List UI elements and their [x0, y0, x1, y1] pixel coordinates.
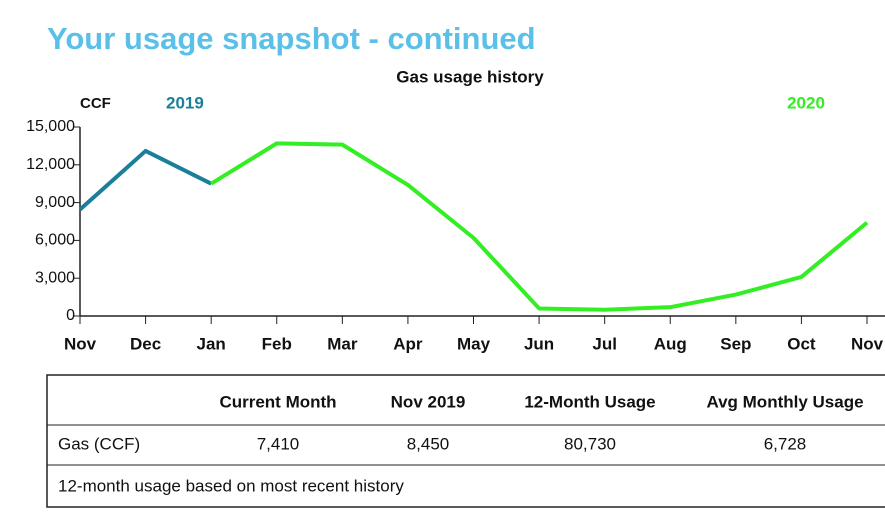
table-header: Current Month [219, 392, 336, 411]
x-tick-label: Dec [130, 334, 161, 353]
series-line [210, 141, 869, 312]
x-tick-label: Nov [851, 334, 884, 353]
chart-title: Gas usage history [396, 67, 544, 86]
x-tick-label: Jan [197, 334, 226, 353]
x-tick-label: Mar [327, 334, 358, 353]
y-tick-label: 3,000 [35, 269, 75, 286]
series-label: 2020 [787, 93, 825, 112]
series-line [78, 148, 213, 212]
y-axis-label: CCF [80, 95, 111, 112]
y-tick-label: 15,000 [26, 118, 75, 135]
x-tick-label: Sep [720, 334, 751, 353]
y-tick-label: 9,000 [35, 194, 75, 211]
table-footnote: 12-month usage based on most recent hist… [58, 476, 404, 495]
x-tick-label: Aug [654, 334, 687, 353]
x-tick-label: Jul [592, 334, 617, 353]
table-header: Nov 2019 [391, 392, 466, 411]
table-cell: 80,730 [564, 434, 616, 453]
x-tick-label: May [457, 334, 491, 353]
table-cell: 6,728 [764, 434, 807, 453]
x-tick-label: Jun [524, 334, 554, 353]
y-tick-label: 12,000 [26, 156, 75, 173]
table-row-label: Gas (CCF) [58, 434, 140, 453]
y-tick-label: 6,000 [35, 232, 75, 249]
series-label: 2019 [166, 93, 204, 112]
x-tick-label: Oct [787, 334, 816, 353]
table-header: Avg Monthly Usage [706, 392, 863, 411]
table-frame [46, 374, 885, 508]
page-title: Your usage snapshot - continued [47, 21, 536, 56]
table-header: 12-Month Usage [524, 392, 655, 411]
x-tick-label: Feb [262, 334, 292, 353]
x-tick-label: Nov [64, 334, 97, 353]
x-tick-label: Apr [393, 334, 423, 353]
y-tick-label: 0 [66, 307, 75, 324]
table-cell: 7,410 [257, 434, 300, 453]
table-cell: 8,450 [407, 434, 450, 453]
